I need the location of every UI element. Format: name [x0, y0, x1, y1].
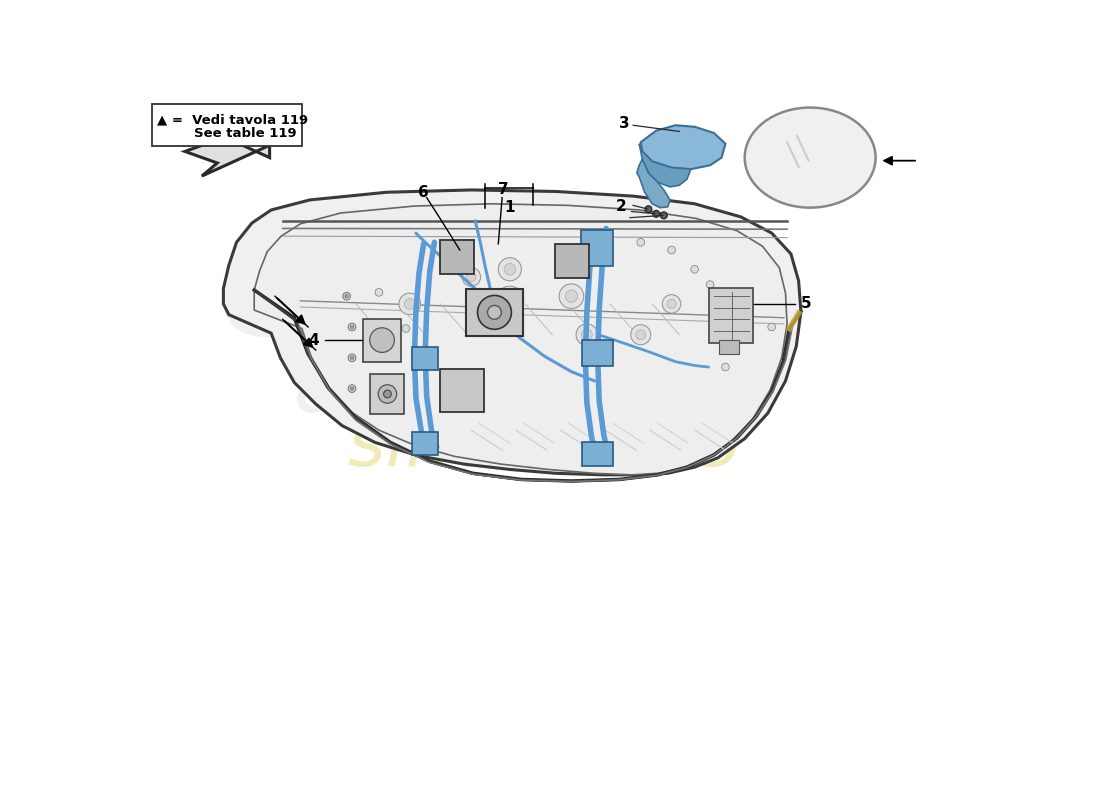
- FancyBboxPatch shape: [412, 432, 438, 455]
- Circle shape: [405, 298, 415, 310]
- Circle shape: [662, 294, 681, 313]
- Circle shape: [630, 325, 651, 345]
- Circle shape: [559, 284, 584, 309]
- FancyBboxPatch shape: [582, 442, 613, 466]
- Circle shape: [582, 330, 592, 340]
- FancyBboxPatch shape: [710, 288, 754, 343]
- Circle shape: [565, 290, 578, 302]
- Circle shape: [351, 356, 353, 359]
- Circle shape: [343, 292, 351, 300]
- Text: europ: europ: [218, 206, 764, 370]
- Text: a passion: a passion: [295, 348, 690, 429]
- Text: ▲ =  Vedi tavola 119: ▲ = Vedi tavola 119: [157, 113, 308, 126]
- Circle shape: [403, 325, 410, 332]
- FancyBboxPatch shape: [581, 230, 613, 266]
- Polygon shape: [640, 126, 726, 169]
- Circle shape: [378, 385, 397, 403]
- FancyBboxPatch shape: [363, 318, 402, 362]
- Polygon shape: [639, 144, 691, 187]
- Text: 3: 3: [619, 116, 630, 131]
- Text: 7: 7: [498, 182, 509, 198]
- Polygon shape: [185, 126, 270, 176]
- Circle shape: [654, 212, 658, 215]
- Polygon shape: [637, 159, 670, 208]
- Circle shape: [504, 263, 516, 275]
- Circle shape: [345, 294, 348, 298]
- FancyBboxPatch shape: [152, 104, 301, 146]
- Circle shape: [399, 293, 420, 314]
- FancyBboxPatch shape: [440, 369, 484, 413]
- FancyBboxPatch shape: [719, 340, 739, 354]
- Polygon shape: [223, 190, 801, 475]
- Circle shape: [503, 293, 517, 307]
- Ellipse shape: [745, 107, 876, 208]
- FancyBboxPatch shape: [556, 244, 590, 278]
- FancyBboxPatch shape: [412, 347, 438, 370]
- FancyBboxPatch shape: [582, 340, 613, 366]
- Text: 6: 6: [418, 185, 429, 200]
- Circle shape: [462, 268, 481, 286]
- Circle shape: [477, 295, 512, 330]
- Circle shape: [706, 281, 714, 289]
- Circle shape: [466, 272, 476, 282]
- Circle shape: [348, 354, 356, 362]
- Circle shape: [691, 266, 698, 273]
- Circle shape: [383, 338, 390, 346]
- Circle shape: [668, 246, 675, 254]
- Circle shape: [637, 238, 645, 246]
- Circle shape: [351, 387, 353, 390]
- Circle shape: [576, 324, 597, 346]
- Circle shape: [375, 289, 383, 296]
- Polygon shape: [254, 204, 788, 475]
- FancyBboxPatch shape: [466, 289, 522, 336]
- Circle shape: [348, 323, 356, 331]
- Circle shape: [768, 323, 776, 331]
- Circle shape: [498, 258, 521, 281]
- Circle shape: [496, 286, 524, 314]
- Circle shape: [384, 390, 392, 398]
- Circle shape: [660, 212, 668, 219]
- Circle shape: [647, 208, 650, 210]
- Circle shape: [351, 326, 353, 329]
- Circle shape: [645, 206, 652, 213]
- Text: 2: 2: [616, 199, 627, 214]
- FancyBboxPatch shape: [371, 374, 405, 414]
- Text: 1: 1: [504, 200, 515, 215]
- Circle shape: [370, 328, 394, 353]
- Circle shape: [487, 306, 502, 319]
- Circle shape: [652, 210, 660, 218]
- Circle shape: [636, 330, 646, 340]
- Text: See table 119: See table 119: [157, 126, 297, 140]
- Circle shape: [722, 363, 729, 371]
- Circle shape: [667, 299, 676, 309]
- Text: since 1985: since 1985: [348, 411, 742, 481]
- FancyBboxPatch shape: [440, 240, 474, 274]
- Text: 5: 5: [801, 296, 812, 311]
- Text: 4: 4: [308, 333, 319, 347]
- Circle shape: [662, 214, 665, 217]
- Circle shape: [348, 385, 356, 393]
